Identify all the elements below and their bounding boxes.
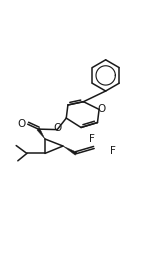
Text: F: F [110,146,116,156]
Text: O: O [18,119,26,129]
Polygon shape [63,146,77,155]
Text: O: O [53,123,61,133]
Text: F: F [89,134,95,144]
Polygon shape [37,128,45,139]
Text: O: O [97,104,106,114]
